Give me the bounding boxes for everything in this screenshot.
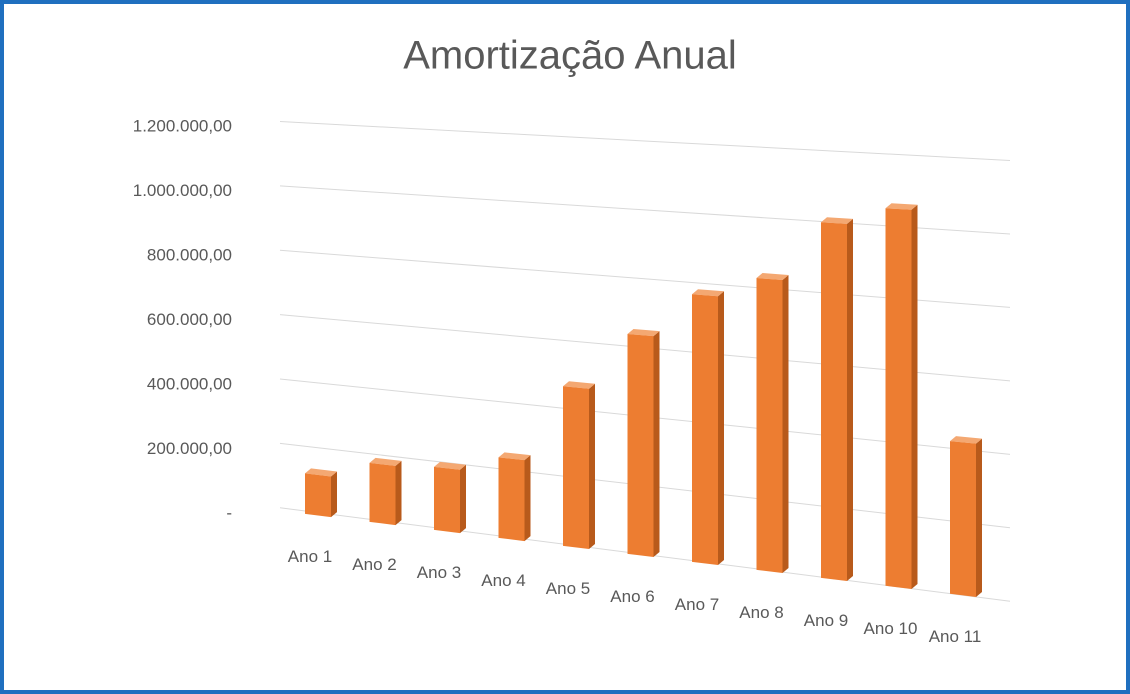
bar-top (434, 461, 466, 470)
bar-side (395, 460, 402, 526)
bar-top (950, 436, 982, 444)
x-tick-label: Ano 8 (739, 603, 783, 622)
x-tick-label: Ano 5 (546, 579, 590, 598)
bar-top (627, 328, 660, 337)
bar (498, 452, 531, 542)
x-tick-label: Ano 11 (929, 627, 982, 646)
bar-front (498, 457, 525, 542)
bar-top (692, 289, 724, 297)
y-tick-label: 1.200.000,00 (133, 116, 232, 135)
bar-top (498, 452, 531, 461)
bar (692, 289, 724, 566)
bar (821, 217, 853, 582)
y-tick-label: 400.000,00 (147, 374, 232, 393)
bar-side (847, 218, 853, 582)
x-tick-label: Ano 6 (610, 587, 654, 606)
bar-side (911, 204, 918, 590)
bar-side (524, 455, 531, 542)
grid-line (279, 121, 1011, 161)
bar-front (434, 466, 460, 534)
y-tick-label: 600.000,00 (147, 310, 232, 329)
chart-title: Amortização Anual (403, 34, 737, 78)
bar (305, 468, 337, 518)
x-tick-label: Ano 4 (481, 571, 525, 590)
bar-front (950, 441, 976, 598)
bar-front (692, 294, 718, 566)
x-tick-label: Ano 1 (288, 547, 332, 566)
bar-side (718, 291, 724, 566)
y-tick-label: 1.000.000,00 (133, 181, 232, 200)
bar (563, 381, 595, 550)
bar-front (885, 208, 912, 590)
bar-side (589, 383, 595, 550)
bar-side (782, 274, 789, 574)
bar-top (369, 457, 402, 466)
bar-top (756, 273, 789, 280)
bar (885, 203, 918, 590)
bar-top (885, 203, 918, 210)
bar-side (331, 471, 337, 518)
x-tick-label: Ano 9 (804, 611, 848, 630)
x-tick-label: Ano 7 (675, 595, 719, 614)
bar (950, 436, 982, 598)
bar (756, 273, 789, 574)
bar-front (627, 333, 654, 558)
bar-front (305, 473, 331, 518)
x-tick-label: Ano 10 (864, 619, 918, 638)
bar-front (821, 222, 847, 582)
bar-front (756, 278, 783, 574)
x-tick-label: Ano 2 (352, 555, 396, 574)
bar (369, 457, 402, 526)
bar-side (976, 438, 982, 598)
bar-front (563, 386, 589, 550)
bar-top (821, 217, 853, 224)
bar-top (563, 381, 595, 389)
bar (627, 328, 660, 558)
bar (434, 461, 466, 534)
y-tick-label: 800.000,00 (147, 245, 232, 264)
bar-side (460, 464, 466, 534)
y-tick-label: 200.000,00 (147, 439, 232, 458)
bar-top (305, 468, 337, 477)
y-tick-label: - (226, 503, 232, 522)
x-tick-label: Ano 3 (417, 563, 461, 582)
bar-side (653, 331, 660, 558)
bar-front (369, 462, 396, 526)
